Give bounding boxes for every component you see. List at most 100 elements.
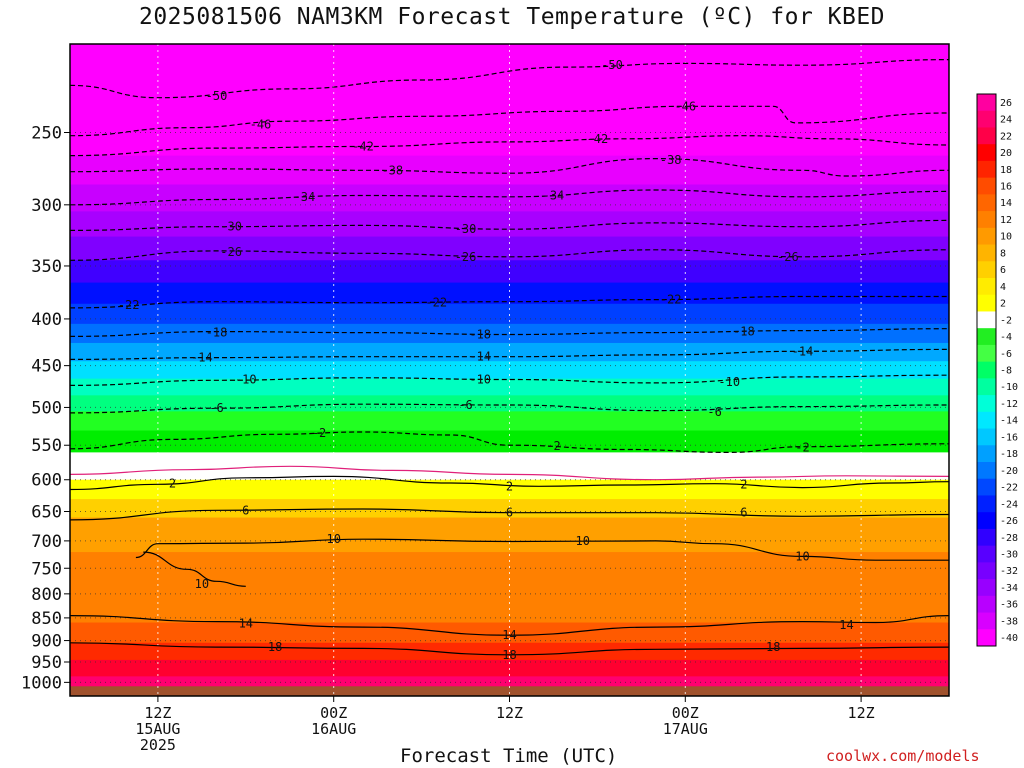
- contour-label: -14: [191, 351, 213, 365]
- y-tick-label: 500: [31, 398, 62, 418]
- colorbar-label: -34: [1000, 583, 1018, 594]
- colorbar-label: -28: [1000, 533, 1018, 544]
- colorbar-label: -10: [1000, 382, 1018, 393]
- colorbar-swatch: [977, 595, 996, 614]
- contour-label: 18: [502, 648, 516, 662]
- colorbar-swatch: [977, 361, 996, 379]
- colorbar-label: 6: [1000, 265, 1006, 276]
- colorbar-label: 24: [1000, 115, 1012, 126]
- colorbar-swatch: [977, 211, 996, 229]
- contour-label: -34: [294, 190, 316, 204]
- contour-line: [70, 249, 949, 261]
- contour-label: -22: [660, 293, 682, 307]
- x-tick-label: 00Z: [672, 704, 699, 722]
- colorbar-swatch: [977, 110, 996, 128]
- contour-line: [70, 295, 949, 309]
- contour-label: 10: [326, 532, 340, 546]
- temperature-band: [70, 452, 949, 481]
- y-tick-label: 850: [31, 609, 62, 629]
- contour-label: -14: [792, 344, 814, 358]
- contour-label: -14: [469, 350, 491, 364]
- contour-label: 14: [839, 618, 853, 632]
- contour-line: [70, 328, 949, 337]
- contour-label: -18: [733, 325, 755, 339]
- y-tick-label: 350: [31, 257, 62, 277]
- x-tick-label: 12Z: [848, 704, 875, 722]
- colorbar-swatch: [977, 127, 996, 145]
- x-tick-label: 15AUG: [135, 720, 180, 738]
- contour-label: -26: [455, 250, 477, 264]
- contour-label: -50: [206, 89, 228, 103]
- temperature-band: [70, 552, 949, 624]
- contour-line: [70, 105, 949, 137]
- colorbar-label: -8: [1000, 366, 1012, 377]
- contour-label: 2: [506, 479, 513, 493]
- colorbar-label: 14: [1000, 198, 1012, 209]
- contour-label: -42: [587, 132, 609, 146]
- colorbar-swatch: [977, 94, 996, 112]
- temperature-band: [70, 361, 949, 380]
- colorbar-label: -30: [1000, 550, 1018, 561]
- temperature-band: [70, 282, 949, 305]
- contour-line: [70, 431, 949, 454]
- contour-label: -2: [795, 440, 809, 454]
- colorbar-swatch: [977, 545, 996, 563]
- colorbar-swatch: [977, 278, 996, 296]
- colorbar-label: -22: [1000, 483, 1018, 494]
- temperature-band: [70, 411, 949, 432]
- contour-label: 14: [502, 628, 516, 642]
- colorbar-swatch: [977, 462, 996, 480]
- contour-line: [70, 508, 949, 521]
- colorbar-label: 20: [1000, 148, 1012, 159]
- contour-label: 6: [740, 506, 747, 520]
- contour-label: -30: [455, 222, 477, 236]
- contour-label: -18: [206, 326, 228, 340]
- contour-label: -22: [425, 296, 447, 310]
- contour-label: -46: [674, 99, 696, 113]
- colorbar-label: -32: [1000, 566, 1018, 577]
- contour-line: [70, 219, 949, 231]
- contour-line: [70, 59, 949, 99]
- contour-label: -10: [469, 372, 491, 386]
- contour-label: 2: [169, 477, 176, 491]
- temperature-band: [70, 44, 949, 157]
- colorbar-swatch: [977, 395, 996, 413]
- colorbar-label: 18: [1000, 165, 1012, 176]
- y-tick-label: 900: [31, 632, 62, 652]
- colorbar-swatch: [977, 411, 996, 430]
- credit-link[interactable]: coolwx.com/models: [826, 747, 980, 765]
- colorbar-label: -38: [1000, 616, 1018, 627]
- contour-label: -38: [381, 163, 403, 177]
- contour-line: [70, 642, 949, 656]
- contour-label: -22: [118, 298, 140, 312]
- y-tick-label: 550: [31, 436, 62, 456]
- contour-line: [70, 403, 949, 414]
- colorbar-swatch: [977, 562, 996, 580]
- colorbar-label: 8: [1000, 248, 1006, 259]
- contour-label: -30: [220, 220, 242, 234]
- colorbar-label: -14: [1000, 416, 1018, 427]
- y-tick-label: 400: [31, 310, 62, 330]
- contour-label: 18: [268, 640, 282, 654]
- colorbar-swatch: [977, 160, 996, 179]
- colorbar-swatch: [977, 495, 996, 513]
- colorbar-label: 12: [1000, 215, 1012, 226]
- colorbar-label: -26: [1000, 516, 1018, 527]
- colorbar-label: -40: [1000, 633, 1018, 644]
- colorbar-swatch: [977, 512, 996, 530]
- contour-label: -46: [250, 117, 272, 131]
- colorbar-swatch: [977, 177, 996, 195]
- x-tick-label: 12Z: [144, 704, 171, 722]
- colorbar-swatch: [977, 528, 996, 547]
- y-tick-label: 700: [31, 532, 62, 552]
- colorbar-swatch: [977, 194, 996, 212]
- temperature-band: [70, 686, 949, 696]
- contour-line: [135, 538, 949, 561]
- contour-line: [70, 465, 949, 481]
- colorbar-label: -16: [1000, 432, 1018, 443]
- y-tick-label: 250: [31, 124, 62, 144]
- colorbar-label: -2: [1000, 315, 1012, 326]
- contour-label: -10: [718, 375, 740, 389]
- contour-label: -42: [352, 140, 374, 154]
- colorbar-label: -6: [1000, 349, 1012, 360]
